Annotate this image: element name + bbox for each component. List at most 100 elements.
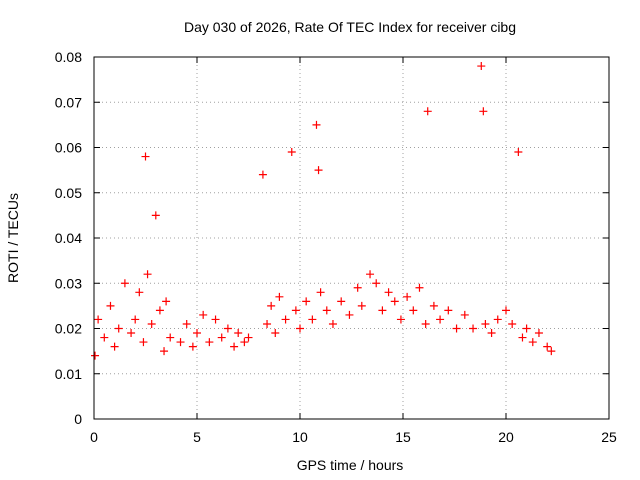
data-point: [240, 338, 249, 347]
data-point: [291, 306, 300, 315]
data-point: [421, 319, 430, 328]
data-point: [199, 310, 208, 319]
data-point: [396, 315, 405, 324]
plot-frame: [93, 56, 610, 420]
data-point: [353, 283, 362, 292]
x-tick-label: 20: [498, 429, 514, 445]
y-tick-label: 0.02: [55, 321, 82, 337]
data-point: [244, 333, 253, 342]
data-point: [176, 338, 185, 347]
data-point: [91, 351, 100, 360]
data-point: [460, 310, 469, 319]
data-point: [166, 333, 175, 342]
data-point: [287, 148, 296, 157]
data-point: [230, 342, 239, 351]
data-point: [314, 166, 323, 175]
data-point: [366, 270, 375, 279]
data-point: [271, 329, 280, 338]
data-point: [114, 324, 123, 333]
x-tick-label: 10: [292, 429, 308, 445]
data-points: [91, 62, 556, 360]
data-point: [522, 324, 531, 333]
data-point: [100, 333, 109, 342]
x-tick-label: 0: [90, 429, 98, 445]
data-point: [127, 329, 136, 338]
data-point: [390, 297, 399, 306]
data-point: [308, 315, 317, 324]
data-point: [508, 319, 517, 328]
y-tick-label: 0: [74, 411, 82, 427]
x-tick-label: 25: [601, 429, 617, 445]
y-tick-label: 0.03: [55, 275, 82, 291]
x-tick-label: 5: [193, 429, 201, 445]
data-point: [547, 347, 556, 356]
data-point: [487, 329, 496, 338]
data-point: [469, 324, 478, 333]
data-point: [378, 306, 387, 315]
data-point: [234, 329, 243, 338]
data-point: [155, 306, 164, 315]
data-point: [135, 288, 144, 297]
data-point: [106, 301, 115, 310]
data-point: [477, 62, 486, 71]
data-point: [415, 283, 424, 292]
data-point: [436, 315, 445, 324]
data-point: [528, 338, 537, 347]
data-point: [384, 288, 393, 297]
data-point: [518, 333, 527, 342]
data-point: [444, 306, 453, 315]
x-tick-label: 15: [395, 429, 411, 445]
data-point: [302, 297, 311, 306]
data-point: [141, 152, 150, 161]
data-point: [372, 279, 381, 288]
y-tick-label: 0.01: [55, 366, 82, 382]
data-point: [188, 342, 197, 351]
data-point: [147, 319, 156, 328]
data-point: [322, 306, 331, 315]
data-point: [357, 301, 366, 310]
data-point: [223, 324, 232, 333]
grid-lines: [94, 57, 609, 419]
y-tick-label: 0.04: [55, 230, 82, 246]
data-point: [345, 310, 354, 319]
data-point: [193, 329, 201, 338]
data-point: [110, 342, 119, 351]
data-point: [143, 270, 152, 279]
data-point: [481, 319, 490, 328]
data-point: [139, 338, 148, 347]
axis-ticks: 0 5 10 15 20 25 0 0.01 0.02 0.03 0.04 0.05 0.06 0.07 0…: [55, 49, 617, 445]
data-point: [131, 315, 140, 324]
data-point: [337, 297, 346, 306]
y-tick-label: 0.07: [55, 94, 82, 110]
data-point: [514, 148, 523, 157]
data-point: [403, 292, 412, 301]
data-point: [94, 315, 103, 324]
y-tick-label: 0.08: [55, 49, 82, 65]
data-point: [409, 306, 418, 315]
data-point: [493, 315, 502, 324]
data-point: [263, 319, 272, 328]
y-tick-label: 0.06: [55, 140, 82, 156]
y-tick-label: 0.05: [55, 185, 82, 201]
data-point: [182, 319, 191, 328]
x-axis-label: GPS time / hours: [297, 457, 404, 473]
data-point: [543, 342, 552, 351]
data-point: [162, 297, 171, 306]
data-point: [217, 333, 226, 342]
y-axis-label: ROTI / TECUs: [5, 193, 21, 283]
data-point: [160, 347, 169, 356]
data-point: [312, 120, 321, 129]
data-point: [502, 306, 510, 315]
data-point: [452, 324, 461, 333]
data-point: [120, 279, 129, 288]
data-point: [316, 288, 325, 297]
chart-title: Day 030 of 2026, Rate Of TEC Index for r…: [184, 19, 516, 35]
data-point: [151, 211, 160, 220]
data-point: [429, 301, 438, 310]
data-point: [281, 315, 290, 324]
data-point: [479, 107, 488, 116]
data-point: [534, 329, 543, 338]
data-point: [211, 315, 220, 324]
